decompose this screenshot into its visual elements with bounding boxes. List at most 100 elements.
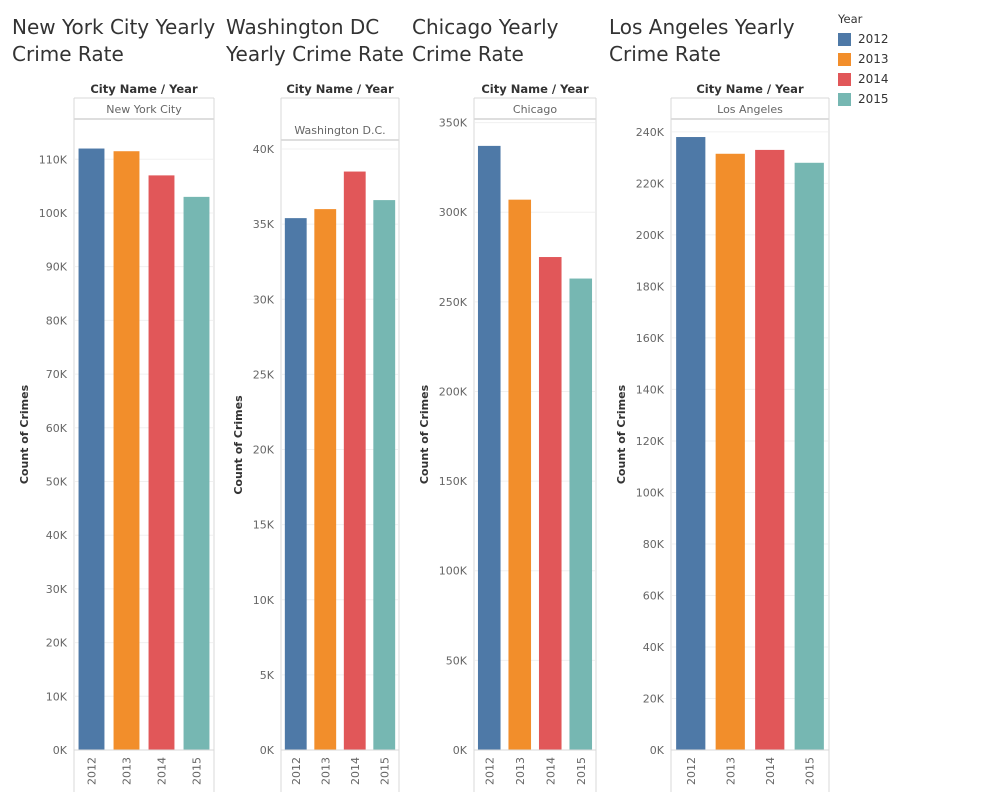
y-tick-label: 250K xyxy=(439,296,468,309)
legend-title: Year xyxy=(838,12,863,26)
bar-2013 xyxy=(314,209,337,751)
column-header-chicago: City Name / Year xyxy=(481,82,589,96)
x-tick-label: 2014 xyxy=(156,757,169,785)
y-tick-label: 70K xyxy=(46,368,68,381)
y-tick-label: 50K xyxy=(446,654,468,667)
y-tick-label: 15K xyxy=(253,519,275,532)
y-tick-label: 30K xyxy=(46,583,68,596)
x-tick-label: 2015 xyxy=(803,757,816,785)
title-line-1: Washington DC xyxy=(226,15,380,39)
x-tick-label: 2012 xyxy=(685,757,698,785)
legend-item-2013[interactable]: 2013 xyxy=(838,49,889,69)
y-tick-label: 25K xyxy=(253,368,275,381)
title-line-1: Los Angeles Yearly xyxy=(609,15,795,39)
legend-label: 2015 xyxy=(858,92,889,106)
chart-title-new-york: New York City Yearly Crime Rate xyxy=(12,14,215,68)
y-tick-label: 10K xyxy=(253,594,275,607)
y-tick-label: 0K xyxy=(260,744,275,757)
x-tick-label: 2012 xyxy=(86,757,99,785)
legend-label: 2014 xyxy=(858,72,889,86)
chart-title-washington: Washington DC Yearly Crime Rate xyxy=(226,14,404,68)
legend-swatch xyxy=(838,92,851,106)
y-tick-label: 40K xyxy=(253,143,275,156)
title-line-1: New York City Yearly xyxy=(12,15,216,39)
legend-item-2015[interactable]: 2015 xyxy=(838,89,889,109)
y-tick-label: 180K xyxy=(636,280,665,293)
title-line-1: Chicago Yearly xyxy=(412,15,559,39)
chart-panel-1: Washington D.C. 0K 5K 10K 15K 20K 25K 30K 35K 40K… xyxy=(232,97,400,792)
chart-title-los-angeles: Los Angeles Yearly Crime Rate xyxy=(609,14,795,68)
y-tick-label: 0K xyxy=(53,744,68,757)
x-tick-label: 2014 xyxy=(544,757,557,785)
chart-panel-3: Los Angeles 0K 20K 40K 60K 80K 100K 120K 140K 160… xyxy=(615,97,830,792)
x-tick-label: 2013 xyxy=(514,757,527,785)
y-tick-label: 80K xyxy=(46,314,68,327)
bar-2014 xyxy=(755,149,785,750)
y-tick-label: 140K xyxy=(636,383,665,396)
bar-2012 xyxy=(284,218,307,751)
bar-2014 xyxy=(148,175,175,751)
y-tick-label: 90K xyxy=(46,261,68,274)
bar-2014 xyxy=(343,171,366,750)
y-tick-label: 240K xyxy=(636,126,665,139)
y-tick-label: 300K xyxy=(439,206,468,219)
legend-item-2014[interactable]: 2014 xyxy=(838,69,889,89)
x-tick-label: 2014 xyxy=(764,757,777,785)
bar-2013 xyxy=(113,151,140,750)
facet-label: New York City xyxy=(106,103,182,116)
title-line-2: Crime Rate xyxy=(12,42,124,66)
x-tick-label: 2015 xyxy=(191,757,204,785)
y-axis-title: Count of Crimes xyxy=(615,384,628,484)
legend-label: 2013 xyxy=(858,52,889,66)
chart-title-chicago: Chicago Yearly Crime Rate xyxy=(412,14,558,68)
x-tick-label: 2012 xyxy=(483,757,496,785)
legend-label: 2012 xyxy=(858,32,889,46)
x-tick-label: 2013 xyxy=(121,757,134,785)
y-tick-label: 20K xyxy=(643,692,665,705)
bar-2012 xyxy=(477,145,501,750)
y-tick-label: 160K xyxy=(636,332,665,345)
facet-label: Chicago xyxy=(513,103,557,116)
bar-2015 xyxy=(183,196,210,750)
y-tick-label: 30K xyxy=(253,293,275,306)
chart-panel-2: Chicago 0K 50K 100K 150K 200K 250K 300K 350K Coun… xyxy=(418,97,597,792)
title-line-2: Crime Rate xyxy=(412,42,524,66)
y-tick-label: 220K xyxy=(636,177,665,190)
y-axis-title: Count of Crimes xyxy=(18,384,31,484)
y-tick-label: 5K xyxy=(260,669,275,682)
y-axis-title: Count of Crimes xyxy=(232,395,245,495)
y-tick-label: 0K xyxy=(650,744,665,757)
column-header-washington: City Name / Year xyxy=(286,82,394,96)
facet-label: Los Angeles xyxy=(717,103,783,116)
y-tick-label: 200K xyxy=(439,385,468,398)
y-tick-label: 110K xyxy=(39,153,68,166)
x-tick-label: 2013 xyxy=(724,757,737,785)
bar-2014 xyxy=(538,257,562,750)
legend-item-2012[interactable]: 2012 xyxy=(838,29,889,49)
title-line-2: Crime Rate xyxy=(609,42,721,66)
column-header-new-york: City Name / Year xyxy=(90,82,198,96)
y-tick-label: 20K xyxy=(46,637,68,650)
title-line-2: Yearly Crime Rate xyxy=(226,42,404,66)
bar-2015 xyxy=(373,200,396,751)
legend-swatch xyxy=(838,72,851,86)
y-tick-label: 100K xyxy=(39,207,68,220)
y-tick-label: 60K xyxy=(46,422,68,435)
y-tick-label: 35K xyxy=(253,218,275,231)
y-axis-title: Count of Crimes xyxy=(418,384,431,484)
x-tick-label: 2012 xyxy=(290,757,303,785)
legend: Year 2012 2013 2014 2015 xyxy=(838,12,889,109)
bar-2012 xyxy=(676,137,706,750)
bar-2015 xyxy=(794,162,824,750)
y-tick-label: 10K xyxy=(46,690,68,703)
x-tick-label: 2015 xyxy=(575,757,588,785)
y-tick-label: 100K xyxy=(636,486,665,499)
y-tick-label: 0K xyxy=(453,744,468,757)
legend-swatch xyxy=(838,52,851,66)
y-tick-label: 350K xyxy=(439,117,468,130)
y-tick-label: 100K xyxy=(439,565,468,578)
y-tick-label: 150K xyxy=(439,475,468,488)
column-header-los-angeles: City Name / Year xyxy=(696,82,804,96)
bar-2015 xyxy=(569,278,593,750)
